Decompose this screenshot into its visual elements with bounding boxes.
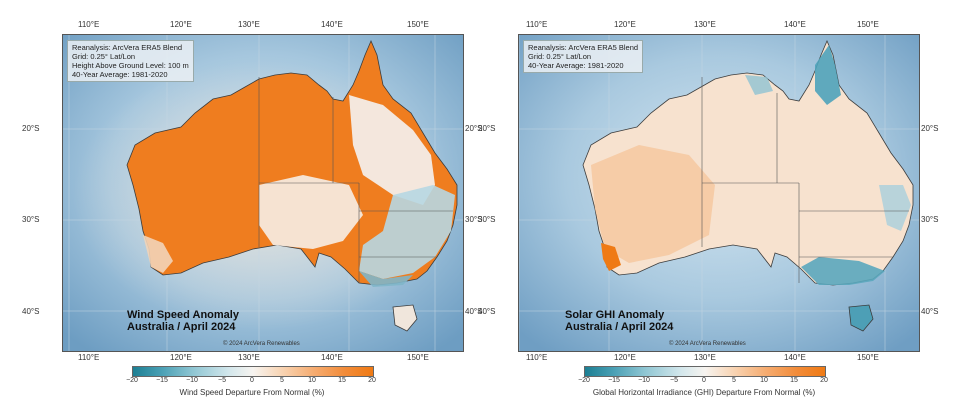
tasmania	[848, 304, 874, 332]
lon-tick-110-top: 110°E	[78, 20, 100, 29]
neutral-region-south	[259, 175, 363, 249]
colorbar-tick: 15	[338, 377, 346, 384]
negative-region-southeast	[359, 271, 413, 287]
copyright-text: © 2024 ArcVera Renewables	[669, 341, 746, 347]
lat-tick-20-left: 20°S	[22, 124, 40, 133]
info-line: Grid: 0.25° Lat/Lon	[72, 52, 136, 61]
negative-region-east-coast	[879, 185, 911, 231]
map-title-line-1: Wind Speed Anomaly	[127, 309, 239, 321]
colorbar-tick: 10	[760, 377, 768, 384]
negative-region-arnhem	[745, 75, 773, 95]
lat-tick-30-right: 30°S	[921, 215, 939, 224]
lat-tick-20-right: 20°S	[921, 124, 939, 133]
colorbar-tick: 0	[250, 377, 254, 384]
lon-tick-140-top: 140°E	[784, 20, 806, 29]
lon-tick-150-bottom: 150°E	[857, 353, 879, 362]
colorbar-title: Wind Speed Departure From Normal (%)	[179, 388, 325, 397]
lat-tick-30-right: 30°S	[465, 215, 483, 224]
lon-tick-120-top: 120°E	[170, 20, 192, 29]
lon-tick-140-bottom: 140°E	[321, 353, 343, 362]
negative-region-southeast	[801, 257, 885, 285]
colorbar-tick: 10	[308, 377, 316, 384]
colorbar-tick: −15	[608, 377, 620, 384]
negative-region-east	[359, 185, 455, 279]
info-line: Reanalysis: ArcVera ERA5 Blend	[72, 43, 183, 52]
positive-region-west	[591, 145, 715, 263]
colorbar-tick: 5	[732, 377, 736, 384]
lat-tick-30-left: 30°S	[22, 215, 40, 224]
lat-tick-30-left: 30°S	[478, 215, 496, 224]
australia-mainland	[126, 39, 458, 286]
copyright-text: © 2024 ArcVera Renewables	[223, 341, 300, 347]
wind-map-frame: Reanalysis: ArcVera ERA5 Blend Grid: 0.2…	[62, 34, 464, 352]
lon-tick-110-bottom: 110°E	[526, 353, 548, 362]
neutral-region-east	[349, 95, 435, 205]
map-title-line-2: Australia / April 2024	[565, 321, 674, 333]
colorbar-tick: −10	[638, 377, 650, 384]
lon-tick-110-top: 110°E	[526, 20, 548, 29]
colorbar-tick: −10	[186, 377, 198, 384]
colorbar	[132, 366, 374, 377]
negative-region-north	[815, 45, 841, 105]
info-line: 40-Year Average: 1981-2020	[72, 70, 168, 79]
info-line: 40-Year Average: 1981-2020	[528, 61, 624, 70]
map-title-line-2: Australia / April 2024	[127, 321, 236, 333]
lon-tick-120-bottom: 120°E	[170, 353, 192, 362]
tasmania	[392, 304, 418, 332]
lon-tick-130-top: 130°E	[238, 20, 260, 29]
reanalysis-info-box: Reanalysis: ArcVera ERA5 Blend Grid: 0.2…	[523, 40, 644, 73]
colorbar-tick: 20	[368, 377, 376, 384]
colorbar-tick: 15	[790, 377, 798, 384]
lon-tick-130-top: 130°E	[694, 20, 716, 29]
colorbar-tick: −5	[218, 377, 226, 384]
solar-anomaly-map	[519, 35, 919, 351]
lat-tick-40-left: 40°S	[478, 307, 496, 316]
lon-tick-150-top: 150°E	[407, 20, 429, 29]
info-line: Reanalysis: ArcVera ERA5 Blend	[528, 43, 639, 52]
solar-map-frame: Reanalysis: ArcVera ERA5 Blend Grid: 0.2…	[518, 34, 920, 352]
lat-tick-40-right: 40°S	[465, 307, 483, 316]
info-line: Grid: 0.25° Lat/Lon	[528, 52, 592, 61]
reanalysis-info-box: Reanalysis: ArcVera ERA5 Blend Grid: 0.2…	[67, 40, 194, 82]
colorbar-tick: −5	[670, 377, 678, 384]
lon-tick-120-bottom: 120°E	[614, 353, 636, 362]
lon-tick-140-top: 140°E	[321, 20, 343, 29]
solar-ghi-map-panel: 110°E 120°E 130°E 140°E 150°E 20°S 30°S …	[474, 0, 938, 409]
lon-tick-110-bottom: 110°E	[78, 353, 100, 362]
state-borders	[701, 77, 909, 283]
map-title: Wind Speed Anomaly Australia / April 202…	[127, 309, 239, 333]
lon-tick-130-bottom: 130°E	[238, 353, 260, 362]
wind-speed-map-panel: 110°E 120°E 130°E 140°E 150°E 20°S 30°S …	[18, 0, 482, 409]
lon-tick-140-bottom: 140°E	[784, 353, 806, 362]
lat-tick-40-left: 40°S	[22, 307, 40, 316]
map-title-line-1: Solar GHI Anomaly	[565, 309, 665, 321]
wind-anomaly-map	[63, 35, 463, 351]
colorbar-tick: −20	[578, 377, 590, 384]
state-borders	[258, 77, 453, 283]
colorbar-tick: 0	[702, 377, 706, 384]
lat-tick-40-right: 40°S	[921, 307, 939, 316]
colorbar	[584, 366, 826, 377]
lon-tick-130-bottom: 130°E	[694, 353, 716, 362]
colorbar-tick: −20	[126, 377, 138, 384]
map-title: Solar GHI Anomaly Australia / April 2024	[565, 309, 673, 333]
strong-positive-southwest	[601, 243, 621, 271]
info-line: Height Above Ground Level: 100 m	[72, 61, 189, 70]
colorbar-tick: 20	[820, 377, 828, 384]
lon-tick-150-top: 150°E	[857, 20, 879, 29]
colorbar-tick: −15	[156, 377, 168, 384]
lat-tick-20-left: 20°S	[478, 124, 496, 133]
lon-tick-120-top: 120°E	[614, 20, 636, 29]
colorbar-tick: 5	[280, 377, 284, 384]
colorbar-title: Global Horizontal Irradiance (GHI) Depar…	[592, 388, 816, 397]
lon-tick-150-bottom: 150°E	[407, 353, 429, 362]
lat-tick-20-right: 20°S	[465, 124, 483, 133]
neutral-region-southwest	[143, 235, 173, 273]
